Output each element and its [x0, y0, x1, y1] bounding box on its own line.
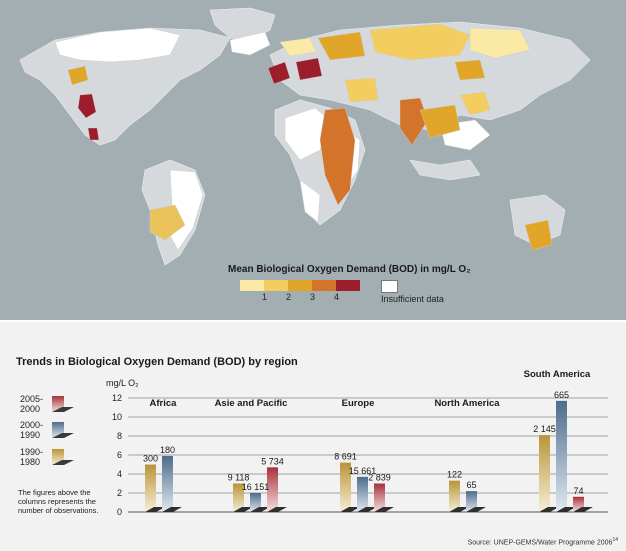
legend-title: Mean Biological Oxygen Demand (BOD) in m…: [228, 264, 471, 275]
world-map: [19, 7, 591, 266]
key-swatch-shadow: [52, 407, 74, 412]
map-legend: Mean Biological Oxygen Demand (BOD) in m…: [228, 262, 471, 304]
legend-swatch-0: [240, 280, 264, 291]
observation-label: 2 839: [368, 473, 391, 483]
observation-label: 15 661: [349, 466, 377, 476]
bar-shadow: [573, 507, 593, 512]
chart-panel: [0, 322, 626, 551]
bar: [556, 400, 567, 512]
bar: [357, 476, 368, 512]
category-label: South America: [524, 369, 591, 380]
category-label: Africa: [150, 398, 178, 409]
key-2000-line2: 1990: [20, 430, 41, 440]
legend-swatch-1: [264, 280, 288, 291]
key-label-2000-1990: 2000- 1990: [20, 420, 43, 440]
bar-shadow: [466, 507, 486, 512]
observation-label: 9 118: [228, 473, 250, 483]
y-tick-label: 12: [112, 393, 122, 403]
observation-label: 2 145: [533, 424, 556, 434]
category-label: North America: [434, 398, 500, 409]
bar-shadow: [539, 507, 559, 512]
source-text: Source: UNEP-GEMS/Water Programme 2006: [467, 539, 613, 546]
key-2000-line1: 2000-: [20, 420, 44, 430]
y-tick-label: 6: [117, 450, 122, 460]
key-swatches: [52, 396, 74, 465]
y-tick-label: 0: [117, 507, 122, 517]
key-2005-line1: 2005-: [20, 394, 44, 404]
category-label: Asie and Pacific: [215, 398, 288, 409]
bar: [340, 462, 351, 512]
bar-shadow: [556, 507, 576, 512]
observation-label: 65: [466, 480, 476, 490]
key-swatch-shadow: [52, 460, 74, 465]
bar-shadow: [449, 507, 469, 512]
y-tick-labels: 0 2 4 6 8 10 12: [112, 393, 122, 517]
category-labels: Africa Asie and Pacific Europe North Americ…: [150, 369, 592, 409]
legend-swatch-2: [288, 280, 312, 291]
observations-note: The figures above the columns represents…: [18, 488, 99, 515]
y-tick-label: 10: [112, 412, 122, 422]
observation-label: 8 691: [334, 452, 357, 462]
bar-shadow: [340, 507, 360, 512]
y-tick-label: 8: [117, 431, 122, 441]
chart-title: Trends in Biological Oxygen Demand (BOD)…: [16, 356, 298, 368]
key-1990-line1: 1990-: [20, 447, 44, 457]
y-tick-label: 4: [117, 469, 122, 479]
observation-labels: 300 9 118 8 691 122 2 145 180 16 151 15 661 65 66…: [143, 390, 584, 496]
observation-label: 180: [160, 445, 175, 455]
category-label: Europe: [342, 398, 375, 409]
y-axis-unit: mg/L O₂: [106, 378, 139, 388]
observation-label: 74: [573, 486, 583, 496]
bar: [233, 483, 244, 512]
bar-shadow: [250, 507, 270, 512]
y-tick-label: 2: [117, 488, 122, 498]
key-label-1990-1980: 1990- 1980: [20, 447, 43, 467]
bar-shadow: [267, 507, 287, 512]
key-swatch-shadow: [52, 433, 74, 438]
bar: [466, 491, 477, 512]
bar-shadow: [162, 507, 182, 512]
legend-tick-4: 4: [334, 292, 340, 302]
bar: [374, 483, 385, 512]
bar-shadow: [233, 507, 253, 512]
legend-swatch-4: [336, 280, 360, 291]
legend-insufficient-label: Insufficient data: [381, 294, 444, 304]
key-label-2005-2000: 2005- 2000: [20, 394, 43, 414]
legend-tick-3: 3: [310, 292, 316, 302]
legend-tick-1: 1: [262, 292, 268, 302]
bar-shadow: [374, 507, 394, 512]
observation-label: 16 151: [242, 482, 270, 492]
source-credit: Source: UNEP-GEMS/Water Programme 200614: [467, 536, 618, 546]
observation-label: 300: [143, 454, 158, 464]
bar: [267, 467, 278, 512]
observation-label: 665: [554, 390, 569, 400]
legend-insufficient-swatch: [381, 280, 398, 293]
bar-shadow: [145, 507, 165, 512]
observation-label: 122: [447, 470, 462, 480]
bar: [162, 455, 173, 512]
world-map-panel: Mean Biological Oxygen Demand (BOD) in m…: [0, 0, 626, 320]
bar: [573, 496, 584, 512]
observation-label: 5 734: [261, 456, 284, 466]
key-1990-line2: 1980: [20, 457, 41, 467]
bod-colored-countries: [67, 23, 553, 251]
bar: [539, 435, 550, 512]
chart-bars: [145, 400, 593, 512]
bar: [449, 480, 460, 512]
bar: [145, 464, 156, 512]
bar: [250, 493, 261, 512]
key-2005-line2: 2000: [20, 404, 41, 414]
legend-tick-2: 2: [286, 292, 292, 302]
legend-swatch-3: [312, 280, 336, 291]
bar-shadow: [357, 507, 377, 512]
